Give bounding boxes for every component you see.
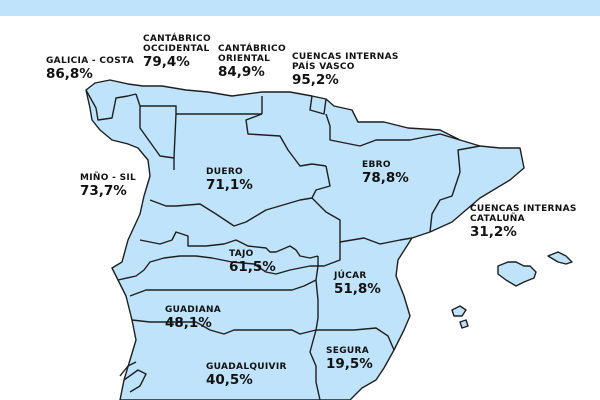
- ibiza-island: [451, 305, 467, 317]
- label-tajo: TAJO 61,5%: [229, 249, 276, 275]
- basin-value: 40,5%: [206, 372, 253, 388]
- label-guadalquivir: GUADALQUIVIR 40,5%: [206, 362, 287, 388]
- basin-name: GUADIANA: [165, 305, 222, 315]
- basin-name: DUERO: [206, 167, 244, 177]
- basin-name: EBRO: [362, 160, 391, 170]
- label-segura: SEGURA 19,5%: [326, 346, 373, 372]
- mallorca-island: [497, 261, 537, 287]
- basin-name: SEGURA: [326, 346, 370, 356]
- label-mino-sil: MIÑO - SIL 73,7%: [80, 173, 136, 199]
- basin-value: 84,9%: [218, 64, 265, 80]
- label-jucar: JÚCAR 51,8%: [334, 271, 381, 297]
- label-cantabrico-occidental: CANTÁBRICO OCCIDENTAL 79,4%: [143, 34, 211, 70]
- basin-value: 86,8%: [46, 66, 93, 82]
- border-galicia-minosil: [85, 89, 137, 121]
- formentera-island: [459, 319, 469, 329]
- basin-value: 51,8%: [334, 281, 381, 297]
- basin-value: 79,4%: [143, 54, 190, 70]
- menorca-island: [547, 251, 573, 265]
- basin-name-line2: PAÍS VASCO: [292, 62, 355, 72]
- label-cataluna: CUENCAS INTERNAS CATALUÑA 31,2%: [470, 204, 577, 240]
- basin-name-line2: ORIENTAL: [218, 54, 271, 64]
- label-duero: DUERO 71,1%: [206, 167, 253, 193]
- basin-name-line1: CANTÁBRICO: [143, 34, 211, 44]
- basin-name: TAJO: [229, 249, 254, 259]
- label-ebro: EBRO 78,8%: [362, 160, 409, 186]
- basin-name-line2: OCCIDENTAL: [143, 44, 210, 54]
- basin-value: 48,1%: [165, 315, 212, 331]
- basin-name-line1: CUENCAS INTERNAS: [292, 52, 399, 62]
- basin-name-line2: CATALUÑA: [470, 214, 525, 224]
- header-bar: [0, 0, 600, 16]
- label-galicia-costa: GALICIA - COSTA 86,8%: [46, 56, 134, 82]
- basin-value: 71,1%: [206, 177, 253, 193]
- basin-name-line1: CANTÁBRICO: [218, 44, 286, 54]
- basin-value: 31,2%: [470, 224, 517, 240]
- label-pais-vasco: CUENCAS INTERNAS PAÍS VASCO 95,2%: [292, 52, 399, 88]
- basin-value: 78,8%: [362, 170, 409, 186]
- peninsula-outline: [85, 79, 525, 400]
- basin-value: 19,5%: [326, 356, 373, 372]
- label-cantabrico-oriental: CANTÁBRICO ORIENTAL 84,9%: [218, 44, 286, 80]
- basin-value: 61,5%: [229, 259, 276, 275]
- basin-name: MIÑO - SIL: [80, 173, 137, 183]
- basin-name-line1: CUENCAS INTERNAS: [470, 204, 577, 214]
- basin-name: GALICIA - COSTA: [46, 56, 135, 66]
- basin-value: 73,7%: [80, 183, 127, 199]
- basin-name: GUADALQUIVIR: [206, 362, 287, 372]
- basin-value: 95,2%: [292, 72, 339, 88]
- label-guadiana: GUADIANA 48,1%: [165, 305, 221, 331]
- basin-name: JÚCAR: [334, 271, 367, 281]
